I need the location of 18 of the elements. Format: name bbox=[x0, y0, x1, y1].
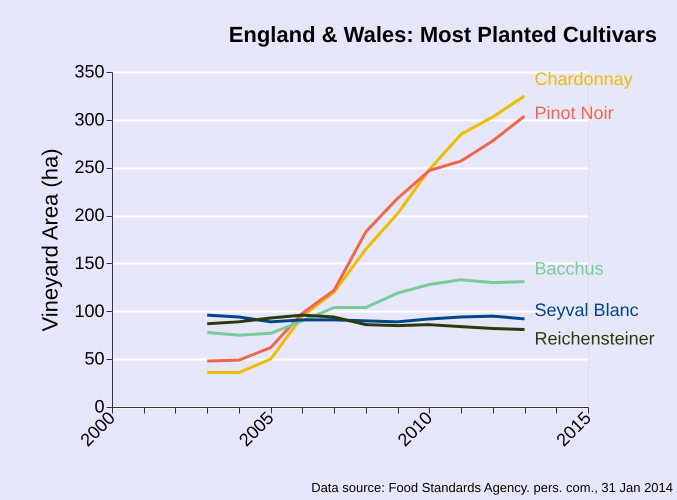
line-series bbox=[206, 314, 526, 324]
chart-title: England & Wales: Most Planted Cultivars bbox=[228, 22, 657, 47]
y-tick-label: 50 bbox=[84, 348, 104, 369]
y-axis-title: Vineyard Area (ha) bbox=[37, 148, 62, 332]
y-tick-label: 300 bbox=[74, 109, 104, 130]
source-note: Data source: Food Standards Agency. pers. com., 31 Jan 2014 bbox=[311, 480, 673, 495]
y-tick-label: 350 bbox=[74, 62, 104, 82]
y-tick-label: 150 bbox=[74, 252, 104, 273]
series-label: Seyval Blanc bbox=[534, 300, 639, 320]
line-series bbox=[206, 314, 526, 331]
line-series bbox=[206, 278, 526, 337]
y-tick-label: 250 bbox=[74, 157, 104, 178]
series-label: Reichensteiner bbox=[534, 328, 655, 348]
series-label: Bacchus bbox=[534, 258, 604, 279]
y-tick-label: 100 bbox=[74, 300, 104, 321]
series-label: Chardonnay bbox=[534, 68, 633, 89]
series-label: Pinot Noir bbox=[534, 103, 614, 124]
y-tick-label: 200 bbox=[74, 205, 104, 226]
